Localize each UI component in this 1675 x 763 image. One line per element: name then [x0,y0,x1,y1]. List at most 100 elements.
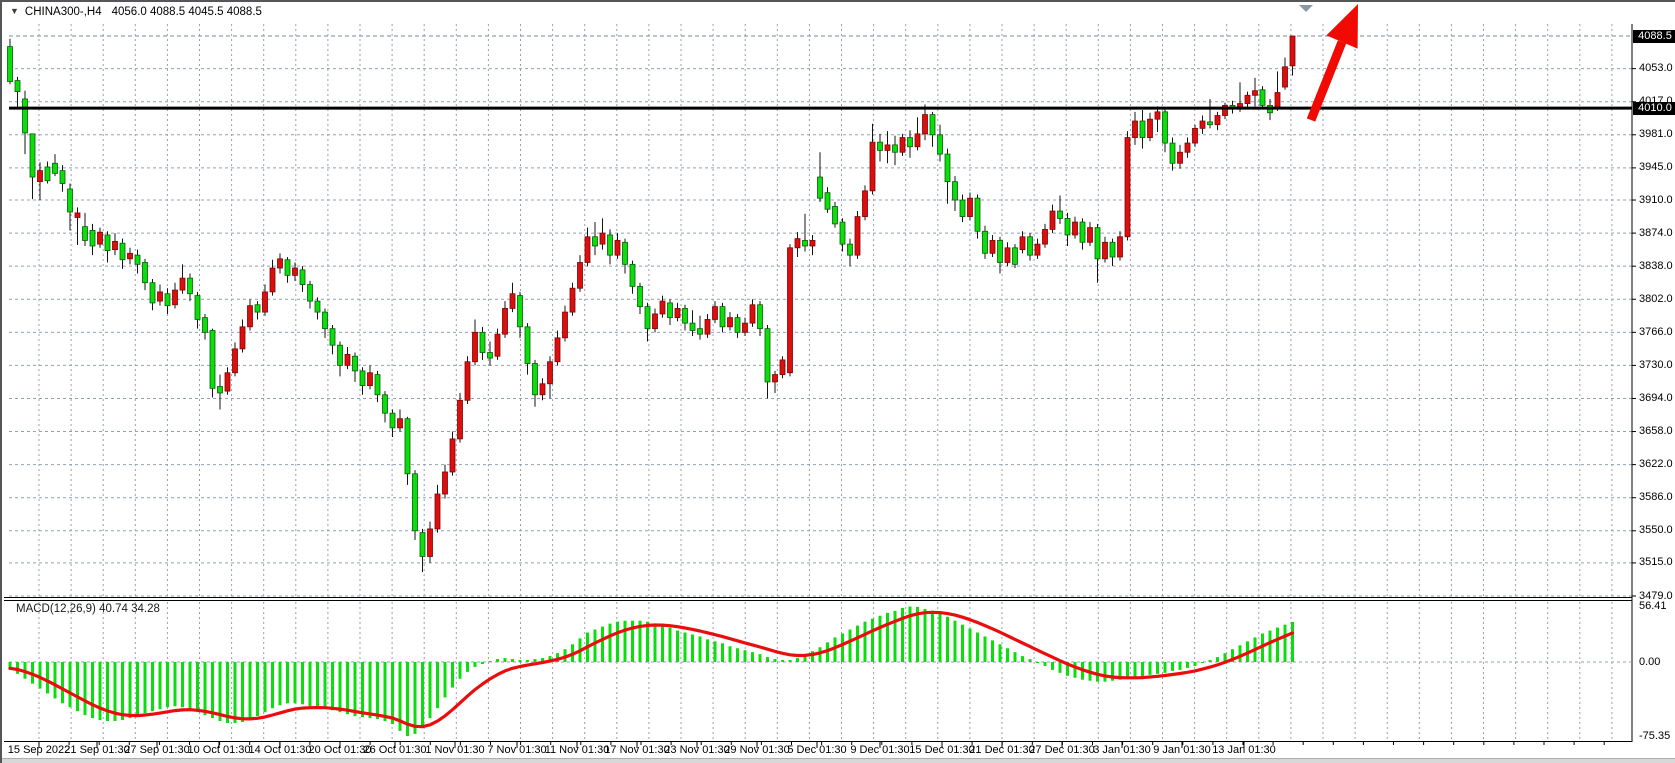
candle-bear [982,230,988,254]
candle-bear [1027,236,1033,256]
candle-bull [779,359,786,375]
candle-bear [1162,111,1168,144]
candle-bull [472,331,478,363]
candle-bear [307,284,313,302]
candle-bull [554,337,561,363]
candle-bull [1087,227,1093,243]
candle-bear [382,394,388,414]
candle-bull [1282,66,1288,88]
candle-bull [652,313,658,330]
price-axis-label: 3694.0 [1639,391,1673,404]
price-axis-label: 3945.0 [1639,161,1673,174]
trend-arrow-head[interactable] [1326,4,1358,49]
candle-bear [719,306,726,328]
candle-bull [269,267,276,293]
candle-bull [247,305,253,328]
price-axis-label: 3550.0 [1639,524,1673,537]
candle-bull [1289,35,1296,67]
time-axis-label: 10 Oct 01:30 [187,744,251,756]
candle-bull [922,114,928,135]
time-axis-label: 1 Nov 01:30 [425,744,485,756]
candle-bear [22,98,28,134]
time-axis-label: 27 Sep 01:30 [124,744,190,756]
macd-signal-value: 34.28 [131,603,160,615]
candle-bull [1072,221,1078,236]
symbol-name: CHINA300-,H4 [24,6,102,18]
candle-bear [877,141,883,151]
candle-bear [1079,221,1086,243]
price-axis-label: 3981.0 [1639,128,1673,141]
macd-value: 40.74 [99,603,128,615]
candle-bear [209,330,216,389]
candle-bear [404,418,411,475]
candle-bear [44,166,51,182]
time-axis-label: 23 Nov 01:30 [664,744,730,756]
last-price-badge: 4088.5 [1633,29,1675,43]
candle-bear [907,137,913,148]
candle-bull [1124,137,1131,238]
candle-bear [524,326,531,364]
price-axis-label: 3515.0 [1639,556,1673,569]
trend-arrow-shaft[interactable] [1306,40,1347,122]
candle-bull [674,308,681,319]
price-axis-label: 4053.0 [1639,62,1673,75]
candle-bear [824,192,831,210]
candle-bull [224,372,231,392]
time-axis-label: 20 Oct 01:30 [308,744,372,756]
candle-bear [592,236,598,247]
candle-bear [29,133,36,178]
candle-bull [1034,243,1041,256]
candle-bear [187,277,193,295]
candle-bear [607,234,613,256]
candle-bull [1019,236,1026,251]
time-axis-label: 21 Sep 01:30 [64,744,130,756]
time-axis-label: 29 Nov 01:30 [724,744,790,756]
candle-bull [172,289,178,306]
candle-bull [344,353,351,366]
candle-bull [967,197,973,217]
time-axis-label: 11 Nov 01:30 [544,744,610,756]
candle-bull [292,267,298,276]
candle-bear [1259,89,1266,106]
candle-bear [757,304,763,330]
candle-bear [1109,241,1116,258]
time-axis-label: 9 Jan 01:30 [1153,744,1211,756]
time-axis-label: 9 Dec 01:30 [850,744,910,756]
candle-bear [412,473,418,532]
candle-bull [989,240,996,254]
candle-bull [577,262,583,289]
symbol-dropdown-icon[interactable]: ▼ [10,6,19,16]
price-axis-label: 3586.0 [1639,491,1673,504]
price-axis-label: 3622.0 [1639,458,1673,471]
candle-bear [337,344,343,366]
candle-bull [509,293,516,309]
candle-bull [1214,115,1221,126]
candle-bull [1147,118,1153,138]
candle-bull [1177,151,1183,164]
candle-bull [1132,120,1138,138]
macd-scale-label: -75.35 [1639,729,1671,742]
price-axis-label: 3910.0 [1639,193,1673,206]
candle-bull [599,232,606,245]
candle-bear [517,295,523,328]
candle-bear [52,162,58,174]
candle-bear [682,308,688,324]
candle-bull [97,231,103,245]
candle-bear [322,311,328,330]
candle-bear [479,331,486,353]
candle-bear [104,234,111,251]
candle-bull [749,304,756,324]
candle-bear [352,355,358,372]
candle-bear [1139,120,1146,138]
candle-bear [487,352,493,359]
candle-bear [164,293,171,307]
candle-bear [59,170,66,184]
candle-bear [637,285,643,308]
candle-bull [727,317,733,328]
candle-bull [1117,236,1123,258]
candle-bull [1274,92,1281,108]
candle-bull [1222,104,1228,116]
candle-bull [1102,241,1108,260]
candle-bear [329,328,336,346]
